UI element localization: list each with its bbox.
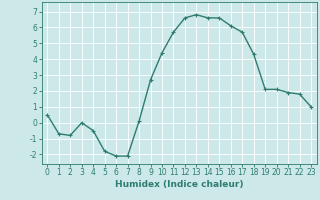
X-axis label: Humidex (Indice chaleur): Humidex (Indice chaleur) <box>115 180 244 189</box>
